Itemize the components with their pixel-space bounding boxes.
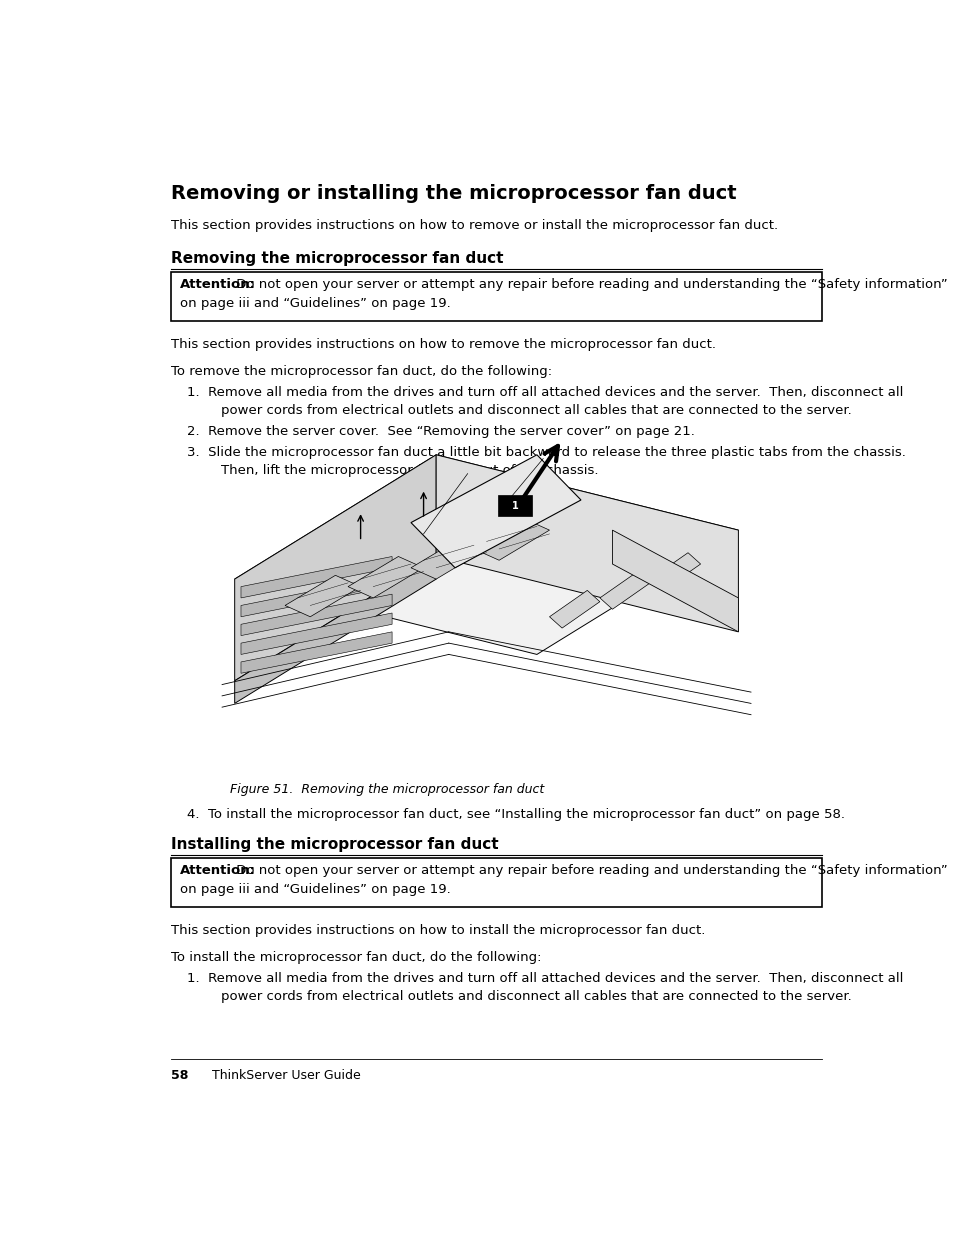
Text: This section provides instructions on how to remove the microprocessor fan duct.: This section provides instructions on ho… [171, 338, 716, 352]
Polygon shape [241, 613, 392, 655]
Polygon shape [241, 557, 392, 598]
Polygon shape [241, 632, 392, 673]
Polygon shape [241, 576, 392, 616]
Polygon shape [549, 590, 599, 629]
Text: Attention:: Attention: [180, 864, 255, 877]
Text: 2.  Remove the server cover.  See “Removing the server cover” on page 21.: 2. Remove the server cover. See “Removin… [187, 425, 695, 438]
Polygon shape [234, 454, 738, 655]
Text: 1: 1 [511, 500, 517, 510]
Text: Attention:: Attention: [180, 278, 255, 291]
Text: 58: 58 [171, 1068, 188, 1082]
Polygon shape [650, 553, 700, 590]
Text: Figure 51.  Removing the microprocessor fan duct: Figure 51. Removing the microprocessor f… [230, 783, 544, 797]
Text: Then, lift the microprocessor fan duct out of the chassis.: Then, lift the microprocessor fan duct o… [221, 464, 598, 477]
Polygon shape [411, 454, 580, 568]
Text: Do not open your server or attempt any repair before reading and understanding t: Do not open your server or attempt any r… [233, 278, 947, 291]
Polygon shape [436, 454, 738, 632]
Text: 3.  Slide the microprocessor fan duct a little bit backward to release the three: 3. Slide the microprocessor fan duct a l… [187, 446, 905, 459]
Text: Do not open your server or attempt any repair before reading and understanding t: Do not open your server or attempt any r… [233, 864, 947, 877]
Text: Removing the microprocessor fan duct: Removing the microprocessor fan duct [171, 251, 503, 266]
Text: To install the microprocessor fan duct, do the following:: To install the microprocessor fan duct, … [171, 951, 541, 963]
Polygon shape [285, 576, 360, 616]
Polygon shape [599, 572, 650, 609]
Text: Removing or installing the microprocessor fan duct: Removing or installing the microprocesso… [171, 184, 736, 204]
Text: To remove the microprocessor fan duct, do the following:: To remove the microprocessor fan duct, d… [171, 366, 552, 378]
Polygon shape [348, 557, 423, 598]
Text: on page iii and “Guidelines” on page 19.: on page iii and “Guidelines” on page 19. [180, 298, 450, 310]
Text: 1.  Remove all media from the drives and turn off all attached devices and the s: 1. Remove all media from the drives and … [187, 387, 902, 399]
Text: This section provides instructions on how to install the microprocessor fan duct: This section provides instructions on ho… [171, 924, 704, 937]
FancyBboxPatch shape [171, 857, 821, 906]
Text: 1.  Remove all media from the drives and turn off all attached devices and the s: 1. Remove all media from the drives and … [187, 972, 902, 984]
FancyBboxPatch shape [171, 272, 821, 321]
Polygon shape [411, 537, 486, 579]
FancyBboxPatch shape [497, 495, 532, 516]
Text: 4.  To install the microprocessor fan duct, see “Installing the microprocessor f: 4. To install the microprocessor fan duc… [187, 808, 844, 821]
Polygon shape [234, 454, 436, 680]
Polygon shape [234, 557, 436, 704]
Polygon shape [612, 530, 738, 632]
Text: This section provides instructions on how to remove or install the microprocesso: This section provides instructions on ho… [171, 219, 778, 232]
Polygon shape [241, 594, 392, 636]
Polygon shape [474, 519, 549, 561]
Text: on page iii and “Guidelines” on page 19.: on page iii and “Guidelines” on page 19. [180, 883, 450, 897]
Text: ThinkServer User Guide: ThinkServer User Guide [212, 1068, 360, 1082]
Text: power cords from electrical outlets and disconnect all cables that are connected: power cords from electrical outlets and … [221, 404, 851, 417]
Text: power cords from electrical outlets and disconnect all cables that are connected: power cords from electrical outlets and … [221, 989, 851, 1003]
Text: Installing the microprocessor fan duct: Installing the microprocessor fan duct [171, 836, 498, 852]
